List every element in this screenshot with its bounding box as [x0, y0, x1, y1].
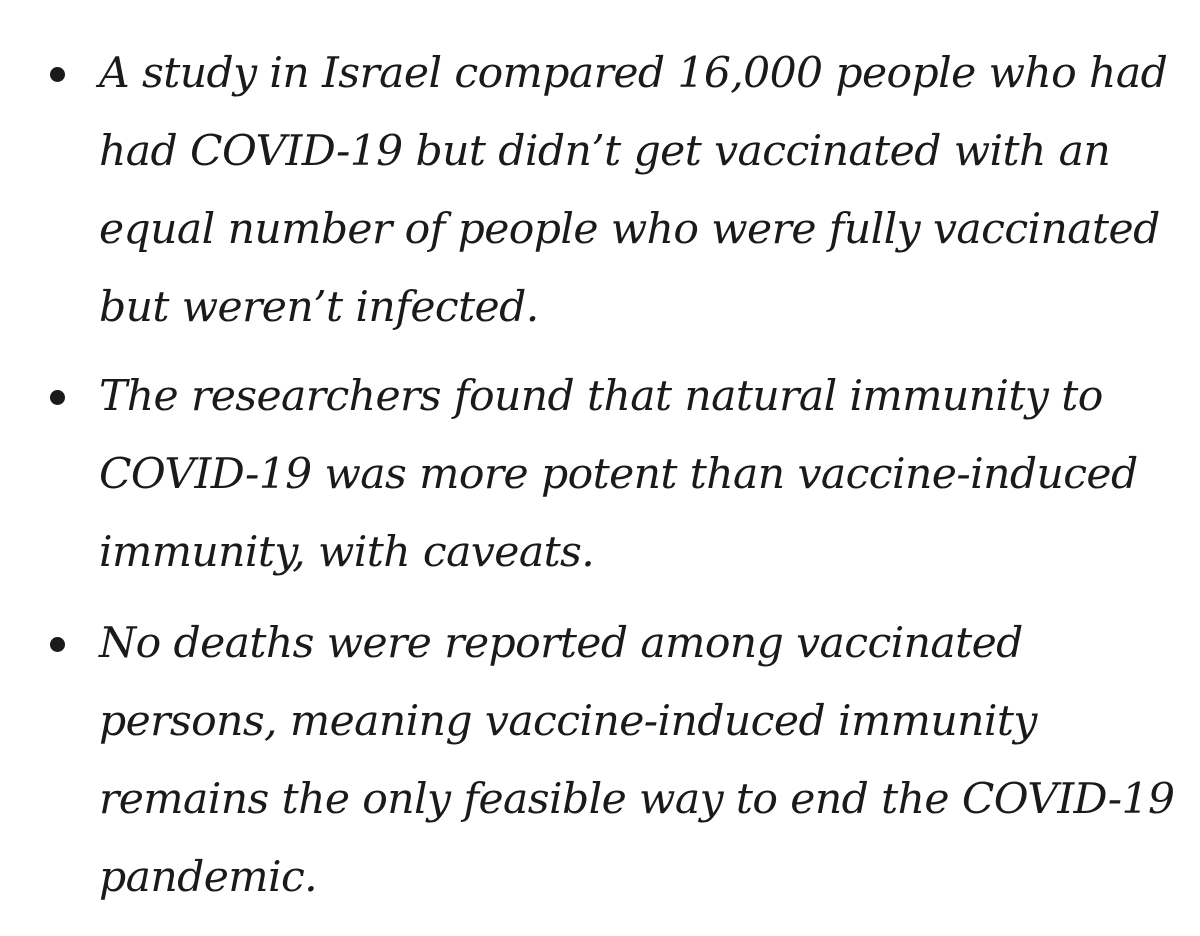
list-item-line: remains the only feasible way to end the… [99, 775, 1175, 824]
list-item-line: equal number of people who were fully va… [99, 205, 1160, 254]
list-item-line: had COVID-19 but didn’t get vaccinated w… [99, 127, 1111, 176]
bullet-dot-icon [50, 390, 65, 405]
list-item-line: persons, meaning vaccine-induced immunit… [99, 697, 1037, 746]
list-item-line: No deaths were reported among vaccinated [99, 619, 1023, 668]
list-item-line: A study in Israel compared 16,000 people… [99, 49, 1168, 98]
bullet-dot-icon [50, 637, 65, 652]
bullet-dot-icon [50, 67, 65, 82]
list-item-line: COVID-19 was more potent than vaccine-in… [99, 450, 1138, 499]
list-item-line: immunity, with caveats. [99, 528, 595, 577]
list-item-line: pandemic. [99, 853, 318, 902]
list-item-line: but weren’t infected. [99, 283, 539, 332]
list-item-line: The researchers found that natural immun… [99, 372, 1103, 421]
